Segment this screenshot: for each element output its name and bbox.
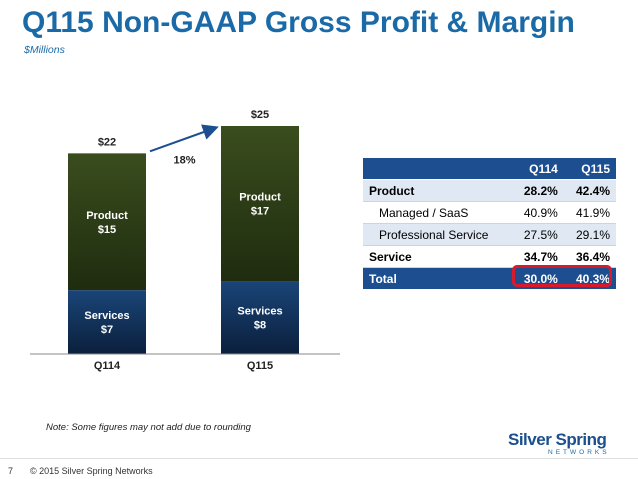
- segment-label-services: $7: [101, 324, 113, 336]
- segment-label-services: $8: [254, 320, 266, 332]
- row-label: Managed / SaaS: [363, 201, 512, 224]
- table-row: Managed / SaaS 40.9% 41.9%: [363, 201, 616, 224]
- bar-product-q114: [68, 153, 146, 291]
- bar-services-q114: [68, 290, 146, 354]
- cell-q115: 29.1%: [563, 223, 616, 246]
- segment-label-product: Product: [239, 192, 281, 204]
- table-row: Product 28.2% 42.4%: [363, 179, 616, 202]
- segment-label-product: $15: [98, 224, 116, 236]
- cell-q114: 40.9%: [511, 201, 564, 224]
- category-label: Q115: [247, 360, 273, 372]
- row-label: Service: [363, 245, 512, 268]
- cell-q115: 41.9%: [563, 201, 616, 224]
- total-margin-highlight: [512, 265, 612, 287]
- slide-subtitle: $Millions: [24, 44, 65, 56]
- cell-q115: 40.3%: [563, 267, 616, 289]
- rounding-note: Note: Some figures may not add due to ro…: [46, 422, 251, 433]
- segment-label-product: Product: [86, 210, 128, 222]
- cell-q114: 27.5%: [511, 223, 564, 246]
- row-label: Product: [363, 179, 512, 202]
- segment-label-product: $17: [251, 206, 269, 218]
- table-header-row: Q114 Q115: [363, 158, 616, 180]
- slide-title: Q115 Non-GAAP Gross Profit & Margin: [22, 6, 575, 39]
- cell-q114: 28.2%: [511, 179, 564, 202]
- cell-q115: 36.4%: [563, 245, 616, 268]
- cell-q114: 30.0%: [511, 267, 564, 289]
- bar-services-q115: [221, 281, 299, 354]
- copyright: © 2015 Silver Spring Networks: [30, 466, 153, 476]
- category-label: Q114: [94, 360, 121, 372]
- gross-profit-chart: Services $7 Product $15 $22 Q114 Services $8 Pro…: [30, 109, 340, 372]
- table-header-cell: Q115: [563, 158, 616, 180]
- table-total-row: Total 30.0% 40.3%: [363, 267, 616, 289]
- growth-arrow: [149, 124, 219, 153]
- total-label: $25: [251, 109, 269, 121]
- row-label: Professional Service: [363, 223, 512, 246]
- segment-label-services: Services: [84, 310, 129, 322]
- growth-label: 18%: [173, 155, 195, 167]
- logo-subtext: NETWORKS: [548, 449, 610, 456]
- bar-product-q115: [221, 126, 299, 282]
- cell-q114: 34.7%: [511, 245, 564, 268]
- total-label: $22: [98, 136, 116, 148]
- company-logo: Silver Spring NETWORKS: [508, 430, 628, 470]
- logo-text: Silver Spring: [508, 430, 607, 449]
- page-number: 7: [8, 466, 14, 476]
- footer-bar: [0, 458, 638, 479]
- table-row: Professional Service 27.5% 29.1%: [363, 223, 616, 246]
- row-label: Total: [363, 267, 512, 289]
- segment-label-services: Services: [237, 306, 282, 318]
- table-header-cell: Q114: [511, 158, 564, 180]
- table-row: Service 34.7% 36.4%: [363, 245, 616, 268]
- margin-table: Q114 Q115 Product 28.2% 42.4% Managed / …: [363, 158, 616, 289]
- cell-q115: 42.4%: [563, 179, 616, 202]
- table-header-cell: [363, 158, 512, 180]
